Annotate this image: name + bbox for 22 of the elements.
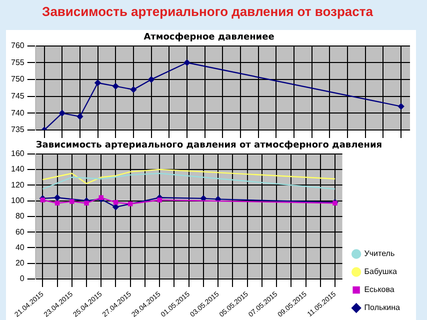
y-tick-label: 760 <box>10 41 25 50</box>
y-tick-label: 755 <box>10 58 25 67</box>
y-tick-label: 60 <box>15 227 25 236</box>
y-tick-label: 735 <box>10 125 25 134</box>
chart-title: Зависимость артериального давления от атмосферного давления <box>36 140 382 151</box>
legend-label: Учитель <box>364 249 395 258</box>
chart-subtitle: Атмосферное давлениее <box>144 32 274 43</box>
y-tick-label: 20 <box>15 258 25 268</box>
y-tick-label: 100 <box>10 196 25 205</box>
y-tick-label: 740 <box>10 108 25 118</box>
y-tick-label: 750 <box>10 74 25 84</box>
y-tick-label: 140 <box>10 164 25 174</box>
legend-label: Полькина <box>364 303 401 312</box>
y-tick-label: 160 <box>10 149 25 158</box>
chart-title: Зависимость артериального давления от возраста <box>0 0 421 30</box>
legend-label: Бабушка <box>364 267 398 276</box>
y-tick-label: 120 <box>10 180 25 190</box>
y-tick-label: 0 <box>20 274 25 284</box>
legend-label: Еськова <box>364 285 395 294</box>
y-tick-label: 40 <box>15 242 25 252</box>
y-tick-label: 745 <box>10 92 25 101</box>
y-tick-label: 80 <box>15 212 25 221</box>
